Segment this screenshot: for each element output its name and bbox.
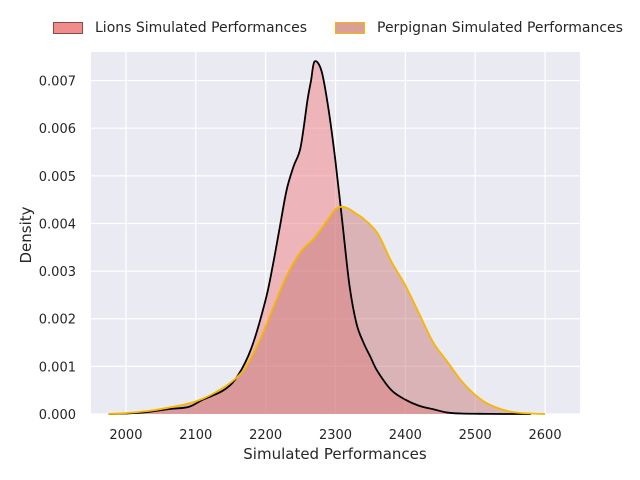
density-line-perpignan (108, 205, 546, 415)
x-axis-label: Simulated Performances (243, 445, 427, 463)
legend-item-perpignan: Perpignan Simulated Performances (335, 20, 623, 36)
x-tick-label: 2000 (109, 428, 142, 443)
y-tick-label: 0.007 (39, 75, 76, 90)
x-tick-label: 2200 (249, 428, 282, 443)
y-tick-labels: 0.000 0.001 0.002 0.003 0.004 0.005 0.006 0.007 (39, 75, 76, 423)
y-tick-label: 0.000 (39, 408, 76, 423)
legend-label-perpignan: Perpignan Simulated Performances (377, 20, 623, 36)
x-tick-label: 2400 (389, 428, 422, 443)
density-line-lions (108, 60, 532, 415)
legend-item-lions: Lions Simulated Performances (53, 20, 307, 36)
x-tick-label: 2600 (529, 428, 562, 443)
legend-label-lions: Lions Simulated Performances (95, 20, 308, 36)
y-tick-label: 0.002 (39, 313, 76, 328)
y-tick-label: 0.003 (39, 265, 76, 280)
y-tick-label: 0.001 (39, 360, 76, 375)
x-tick-label: 2500 (459, 428, 492, 443)
legend: Lions Simulated Performances Perpignan S… (0, 20, 640, 42)
x-tick-labels: 2000 2100 2200 2300 2400 2500 2600 (109, 428, 561, 443)
density-areas (108, 60, 546, 415)
density-area-perpignan (108, 206, 546, 414)
y-tick-label: 0.005 (39, 170, 76, 185)
y-axis-label: Density (17, 206, 35, 263)
x-tick-label: 2300 (319, 428, 352, 443)
legend-swatch-perpignan (335, 22, 365, 34)
y-tick-label: 0.004 (39, 217, 76, 232)
legend-swatch-lions (53, 22, 83, 34)
y-tick-label: 0.006 (39, 122, 76, 137)
x-tick-label: 2100 (179, 428, 212, 443)
